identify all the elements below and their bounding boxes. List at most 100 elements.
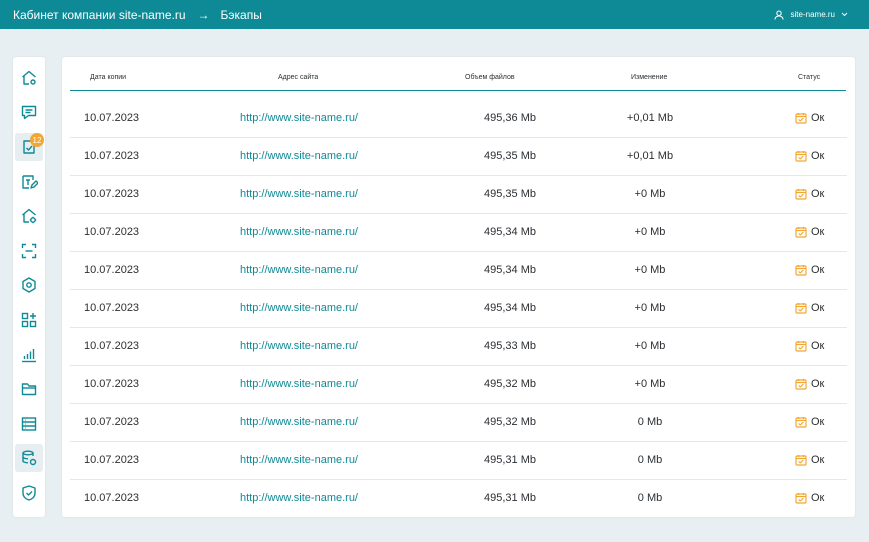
- nav-scan[interactable]: [15, 237, 43, 265]
- file-size: 495,32 Mb: [484, 378, 536, 390]
- status-badge: Ок: [795, 340, 824, 352]
- nav-files[interactable]: [15, 375, 43, 403]
- home-settings-icon: [22, 70, 36, 85]
- file-size: 495,35 Mb: [484, 150, 536, 162]
- site-url-link[interactable]: http://www.site-name.ru/: [240, 264, 358, 276]
- chat-icon: [21, 105, 37, 120]
- top-bar: Кабинет компании site-name.ru → Бэкапы s…: [0, 0, 869, 29]
- nav-stats[interactable]: [15, 341, 43, 369]
- site-url-link[interactable]: http://www.site-name.ru/: [240, 416, 358, 428]
- checkbox-check-icon: [795, 265, 807, 276]
- status-label: Ок: [811, 226, 825, 238]
- checkbox-check-icon: [795, 227, 807, 238]
- backup-date: 10.07.2023: [84, 416, 140, 428]
- hexagon-settings-icon: [22, 277, 36, 293]
- table-row[interactable]: 10.07.2023 http://www.site-name.ru/495,34…: [70, 214, 847, 252]
- account-menu[interactable]: site-name.ru: [774, 0, 855, 29]
- table-row[interactable]: 10.07.2023 http://www.site-name.ru/495,31…: [70, 442, 847, 480]
- checkbox-check-icon: [795, 417, 807, 428]
- table-row[interactable]: 10.07.2023 http://www.site-name.ru/495,33…: [70, 328, 847, 366]
- shield-check-icon: [22, 485, 36, 501]
- nav-chat[interactable]: [15, 98, 43, 126]
- size-change: +0 Mb: [634, 226, 666, 238]
- file-size: 495,33 Mb: [484, 340, 536, 352]
- checkbox-check-icon: [795, 493, 807, 504]
- nav-documents[interactable]: 12: [15, 133, 44, 161]
- size-change: +0,01 Mb: [626, 112, 674, 124]
- file-size: 495,32 Mb: [484, 416, 536, 428]
- status-label: Ок: [811, 416, 825, 428]
- table-row[interactable]: 10.07.2023 http://www.site-name.ru/495,34…: [70, 290, 847, 328]
- bar-chart-icon: [22, 349, 36, 363]
- status-badge: Ок: [795, 112, 824, 124]
- col-url[interactable]: Адрес сайта: [278, 74, 319, 81]
- status-label: Ок: [811, 492, 825, 504]
- table-row[interactable]: 10.07.2023 http://www.site-name.ru/495,34…: [70, 252, 847, 290]
- file-size: 495,34 Mb: [484, 302, 536, 314]
- chevron-down-icon: [841, 12, 848, 17]
- site-url-link[interactable]: http://www.site-name.ru/: [240, 188, 358, 200]
- status-label: Ок: [811, 340, 825, 352]
- nav-security[interactable]: [15, 479, 43, 507]
- backup-date: 10.07.2023: [84, 454, 140, 466]
- status-badge: Ок: [795, 302, 824, 314]
- checkbox-check-icon: [795, 379, 807, 390]
- database-sync-icon: [22, 450, 37, 466]
- file-size: 495,31 Mb: [484, 454, 536, 466]
- home-gear-icon: [22, 208, 37, 224]
- site-url-link[interactable]: http://www.site-name.ru/: [240, 112, 358, 124]
- status-label: Ок: [811, 264, 825, 276]
- size-change: +0 Mb: [634, 302, 666, 314]
- status-label: Ок: [811, 150, 825, 162]
- site-url-link[interactable]: http://www.site-name.ru/: [240, 150, 358, 162]
- table-row[interactable]: 10.07.2023 http://www.site-name.ru/495,35…: [70, 138, 847, 176]
- table-row[interactable]: 10.07.2023 http://www.site-name.ru/495,35…: [70, 176, 847, 214]
- nav-home-gear[interactable]: [15, 202, 43, 230]
- nav-backups[interactable]: [15, 444, 43, 472]
- arrow-right-icon: →: [197, 7, 210, 22]
- table-row[interactable]: 10.07.2023 http://www.site-name.ru/495,32…: [70, 366, 847, 404]
- nav-apps[interactable]: [15, 306, 43, 334]
- nav-settings[interactable]: [15, 271, 43, 299]
- checkbox-check-icon: [795, 303, 807, 314]
- site-url-link[interactable]: http://www.site-name.ru/: [240, 378, 358, 390]
- size-change: +0 Mb: [634, 340, 666, 352]
- col-date[interactable]: Дата копии: [90, 74, 127, 81]
- table-header: Дата копии Адрес сайта Объем файлов Изме…: [70, 57, 846, 91]
- file-size: 495,31 Mb: [484, 492, 536, 504]
- table-row[interactable]: 10.07.2023 http://www.site-name.ru/495,36…: [70, 100, 847, 138]
- breadcrumb-company[interactable]: Кабинет компании site-name.ru: [13, 7, 186, 22]
- site-url-link[interactable]: http://www.site-name.ru/: [240, 492, 358, 504]
- sidebar: 12: [13, 57, 45, 517]
- backup-date: 10.07.2023: [84, 226, 140, 238]
- site-url-link[interactable]: http://www.site-name.ru/: [240, 454, 358, 466]
- table-row[interactable]: 10.07.2023 http://www.site-name.ru/495,31…: [70, 480, 847, 518]
- apps-add-icon: [21, 312, 37, 328]
- text-edit-icon: [22, 175, 38, 189]
- user-icon: [774, 10, 784, 20]
- status-label: Ок: [811, 302, 825, 314]
- backup-date: 10.07.2023: [84, 340, 140, 352]
- list-icon: [21, 417, 37, 431]
- site-url-link[interactable]: http://www.site-name.ru/: [240, 340, 358, 352]
- file-size: 495,34 Mb: [484, 264, 536, 276]
- nav-home-settings[interactable]: [15, 64, 43, 92]
- col-status[interactable]: Статус: [798, 74, 821, 81]
- notification-badge: 12: [30, 133, 44, 147]
- col-change[interactable]: Изменение: [631, 74, 668, 81]
- status-label: Ок: [811, 112, 825, 124]
- size-change: +0 Mb: [634, 188, 666, 200]
- nav-list[interactable]: [15, 410, 43, 438]
- nav-text-edit[interactable]: [15, 168, 43, 196]
- file-size: 495,35 Mb: [484, 188, 536, 200]
- site-url-link[interactable]: http://www.site-name.ru/: [240, 226, 358, 238]
- status-badge: Ок: [795, 454, 824, 466]
- account-name: site-name.ru: [790, 10, 835, 19]
- status-label: Ок: [811, 454, 825, 466]
- col-size[interactable]: Объем файлов: [465, 74, 515, 81]
- checkbox-check-icon: [795, 113, 807, 124]
- file-size: 495,34 Mb: [484, 226, 536, 238]
- table-row[interactable]: 10.07.2023 http://www.site-name.ru/495,32…: [70, 404, 847, 442]
- status-badge: Ок: [795, 492, 824, 504]
- site-url-link[interactable]: http://www.site-name.ru/: [240, 302, 358, 314]
